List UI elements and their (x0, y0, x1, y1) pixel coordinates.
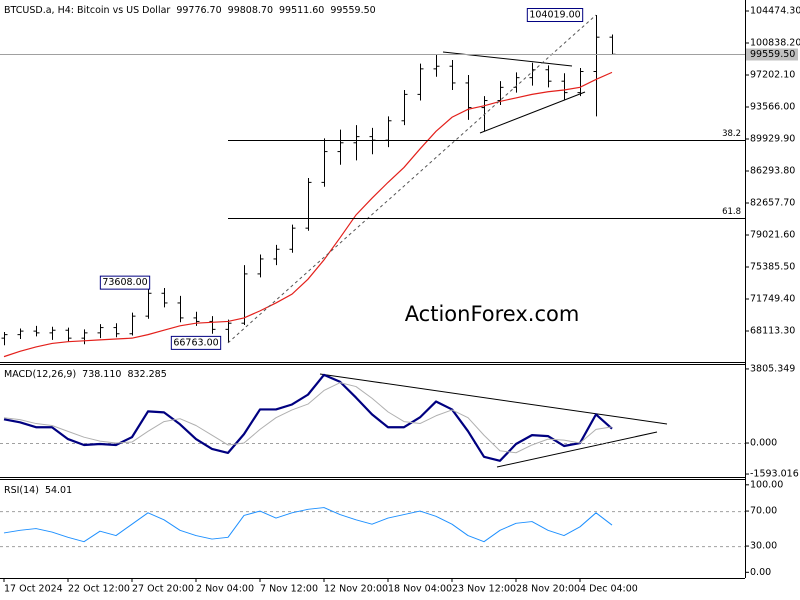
y-tick-label: 71749.40 (750, 293, 795, 304)
header-value: 99776.70 (176, 5, 221, 16)
trend-line (479, 91, 586, 134)
y-tick-label: 75385.50 (750, 261, 795, 272)
header-value: 54.01 (45, 485, 72, 496)
x-tick-label: 17 Oct 2024 (4, 584, 63, 595)
annotation-box (170, 335, 222, 350)
annotation-box (526, 8, 584, 23)
y-tick-label: 0.000 (750, 438, 777, 449)
x-tick-label: 27 Oct 20:00 (132, 584, 194, 595)
x-tick-label: 23 Nov 12:00 (452, 584, 516, 595)
header-value: 832.285 (127, 369, 166, 380)
panel-title: BTCUSD.a, H4: Bitcoin vs US Dollar (4, 5, 170, 16)
panel-title: RSI(14) (4, 485, 39, 496)
y-tick-label: 100838.20 (750, 38, 800, 49)
header-value: 99808.70 (228, 5, 273, 16)
indicator-line (3, 373, 613, 462)
swing-line (227, 14, 597, 344)
current-price-label: 99559.50 (750, 49, 795, 60)
x-tick-label: 4 Dec 04:00 (580, 584, 638, 595)
current-price-box (746, 48, 798, 61)
trend-line (496, 431, 658, 468)
y-tick-label: 3805.349 (750, 363, 795, 374)
x-tick-label: 7 Nov 12:00 (260, 584, 318, 595)
panel-header: MACD(12,26,9) 738.110 832.285 (4, 369, 167, 380)
price-annotation: 104019.00 (529, 10, 580, 21)
fib-label: 61.8 (722, 207, 741, 217)
y-tick-label: 79021.60 (750, 229, 795, 240)
y-tick-label: 68113.30 (750, 325, 795, 336)
y-tick-label: 93566.00 (750, 102, 795, 113)
panel-header: BTCUSD.a, H4: Bitcoin vs US Dollar 99776.… (4, 5, 376, 16)
price-annotation: 73608.00 (102, 277, 147, 288)
y-tick-label: 89929.90 (750, 134, 795, 145)
x-tick-label: 28 Nov 20:00 (516, 584, 580, 595)
moving-average (3, 71, 613, 358)
y-tick-label: 100.00 (750, 479, 783, 490)
y-tick-label: 86293.80 (750, 166, 795, 177)
x-tick-label: 12 Nov 20:00 (324, 584, 388, 595)
indicator-line (3, 382, 613, 454)
watermark: ActionForex.com (405, 302, 580, 326)
annotation-box (99, 275, 151, 290)
x-tick-label: 22 Oct 12:00 (68, 584, 130, 595)
panel-header: RSI(14) 54.01 (4, 485, 72, 496)
x-tick-label: 18 Nov 04:00 (388, 584, 452, 595)
header-value: 738.110 (82, 369, 121, 380)
price-annotation: 66763.00 (173, 337, 218, 348)
y-tick-label: 97202.10 (750, 70, 795, 81)
y-tick-label: -1593.016 (750, 469, 799, 480)
y-tick-label: 104474.30 (750, 6, 800, 17)
x-tick-label: 2 Nov 04:00 (196, 584, 254, 595)
header-value: 99511.60 (279, 5, 324, 16)
trend-line (319, 373, 668, 425)
y-tick-label: 0.00 (750, 567, 771, 578)
y-tick-label: 30.00 (750, 541, 777, 552)
indicator-line (3, 507, 613, 543)
header-value: 99559.50 (330, 5, 375, 16)
fib-label: 38.2 (722, 129, 741, 139)
y-tick-label: 70.00 (750, 506, 777, 517)
panel-title: MACD(12,26,9) (4, 369, 76, 380)
y-tick-label: 82657.70 (750, 197, 795, 208)
